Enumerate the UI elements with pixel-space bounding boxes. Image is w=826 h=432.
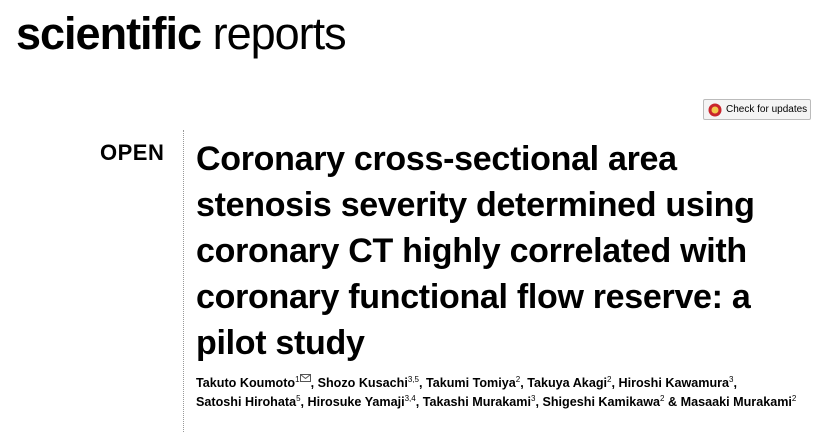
author: Takuya Akagi2, bbox=[527, 375, 615, 391]
affiliation: 3 bbox=[531, 394, 536, 403]
author-name: Satoshi Hirohata bbox=[196, 395, 297, 409]
author-name: Takuto Koumoto bbox=[196, 376, 296, 390]
separator: , bbox=[415, 395, 420, 409]
author: Masaaki Murakami2 bbox=[680, 394, 797, 410]
journal-name: scientific reports bbox=[16, 8, 347, 60]
separator: & bbox=[668, 395, 678, 409]
affiliation: 3,4 bbox=[404, 394, 416, 403]
author-name: Hirosuke Yamaji bbox=[307, 395, 405, 409]
author-name: Takumi Tomiya bbox=[425, 376, 516, 390]
author-name: Takashi Murakami bbox=[422, 395, 531, 409]
title-line: coronary functional flow reserve: a bbox=[196, 278, 751, 316]
affiliation: 1 bbox=[295, 375, 300, 384]
affiliation: 2 bbox=[515, 375, 521, 384]
journal-light: reports bbox=[212, 8, 347, 59]
author: Takashi Murakami3, bbox=[422, 394, 539, 410]
affiliation: 2 bbox=[660, 394, 665, 403]
divider bbox=[183, 130, 184, 432]
separator: , bbox=[300, 395, 305, 409]
author-name: Takuya Akagi bbox=[527, 376, 608, 390]
affiliation: 5 bbox=[296, 394, 301, 403]
author-list: Takuto Koumoto1, Shozo Kusachi3,5, Takum… bbox=[196, 374, 821, 412]
author-name: Shozo Kusachi bbox=[317, 376, 408, 390]
article-title: Coronary cross-sectional area stenosis se… bbox=[196, 136, 755, 366]
separator: , bbox=[310, 376, 315, 390]
author: Hiroshi Kawamura3, bbox=[618, 375, 738, 391]
separator: , bbox=[418, 376, 423, 390]
separator: , bbox=[611, 376, 615, 390]
affiliation: 2 bbox=[791, 394, 797, 403]
check-updates-button[interactable]: Check for updates bbox=[703, 99, 811, 120]
affiliation: 3,5 bbox=[407, 375, 419, 384]
access-label: OPEN bbox=[100, 140, 165, 165]
email-icon[interactable] bbox=[299, 374, 311, 382]
author-name: Hiroshi Kawamura bbox=[618, 376, 730, 390]
author-name: Shigeshi Kamikawa bbox=[542, 395, 661, 409]
journal-bold: scientific bbox=[16, 8, 202, 59]
separator: , bbox=[535, 395, 539, 409]
badge-label: Check for updates bbox=[726, 104, 808, 115]
author: Shozo Kusachi3,5, bbox=[317, 375, 423, 391]
title-line: coronary CT highly correlated with bbox=[196, 232, 747, 270]
author: Takuto Koumoto1, bbox=[196, 374, 315, 390]
author-name: Masaaki Murakami bbox=[680, 395, 792, 409]
separator: , bbox=[520, 376, 524, 390]
author: Shigeshi Kamikawa2 & bbox=[542, 394, 678, 410]
affiliation: 3 bbox=[729, 375, 734, 384]
separator: , bbox=[733, 376, 738, 390]
badge-icon bbox=[708, 103, 722, 116]
affiliation: 2 bbox=[607, 375, 612, 384]
title-line: pilot study bbox=[196, 324, 365, 362]
author: Satoshi Hirohata5, bbox=[196, 394, 305, 410]
title-line: stenosis severity determined using bbox=[196, 186, 755, 224]
title-line: Coronary cross-sectional area bbox=[196, 140, 677, 178]
author: Hirosuke Yamaji3,4, bbox=[307, 394, 420, 410]
author: Takumi Tomiya2, bbox=[425, 375, 524, 391]
